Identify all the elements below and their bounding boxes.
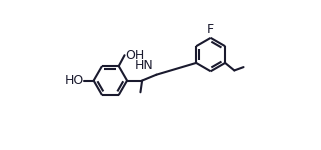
Text: F: F bbox=[207, 23, 214, 36]
Text: OH: OH bbox=[126, 49, 145, 62]
Text: HO: HO bbox=[65, 74, 84, 87]
Text: HN: HN bbox=[135, 60, 153, 72]
